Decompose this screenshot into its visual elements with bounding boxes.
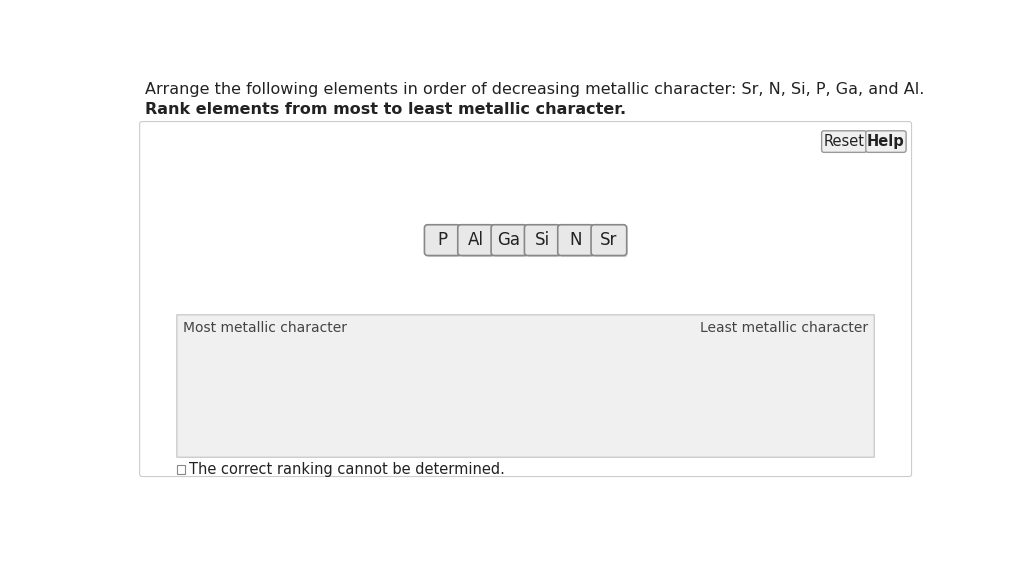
FancyBboxPatch shape bbox=[177, 465, 185, 474]
Text: Rank elements from most to least metallic character.: Rank elements from most to least metalli… bbox=[145, 102, 626, 117]
Text: Least metallic character: Least metallic character bbox=[700, 321, 868, 335]
Text: Ga: Ga bbox=[498, 231, 520, 249]
FancyBboxPatch shape bbox=[524, 224, 560, 255]
FancyBboxPatch shape bbox=[424, 224, 460, 255]
FancyBboxPatch shape bbox=[492, 224, 526, 255]
FancyBboxPatch shape bbox=[427, 228, 461, 257]
Text: Sr: Sr bbox=[600, 231, 617, 249]
FancyBboxPatch shape bbox=[560, 228, 594, 257]
FancyBboxPatch shape bbox=[866, 131, 906, 152]
Text: P: P bbox=[437, 231, 447, 249]
FancyBboxPatch shape bbox=[821, 131, 866, 152]
Text: Al: Al bbox=[468, 231, 483, 249]
FancyBboxPatch shape bbox=[558, 224, 593, 255]
Text: N: N bbox=[569, 231, 582, 249]
FancyBboxPatch shape bbox=[177, 315, 874, 457]
FancyBboxPatch shape bbox=[458, 224, 494, 255]
Text: Most metallic character: Most metallic character bbox=[183, 321, 347, 335]
FancyBboxPatch shape bbox=[593, 228, 628, 257]
Text: Arrange the following elements in order of decreasing metallic character: Sr, N,: Arrange the following elements in order … bbox=[145, 82, 925, 97]
Text: Si: Si bbox=[535, 231, 550, 249]
Text: Help: Help bbox=[867, 134, 905, 149]
FancyBboxPatch shape bbox=[460, 228, 495, 257]
FancyBboxPatch shape bbox=[139, 121, 911, 476]
FancyBboxPatch shape bbox=[494, 228, 527, 257]
FancyBboxPatch shape bbox=[591, 224, 627, 255]
FancyBboxPatch shape bbox=[526, 228, 561, 257]
Text: The correct ranking cannot be determined.: The correct ranking cannot be determined… bbox=[189, 462, 505, 477]
Text: Reset: Reset bbox=[823, 134, 864, 149]
